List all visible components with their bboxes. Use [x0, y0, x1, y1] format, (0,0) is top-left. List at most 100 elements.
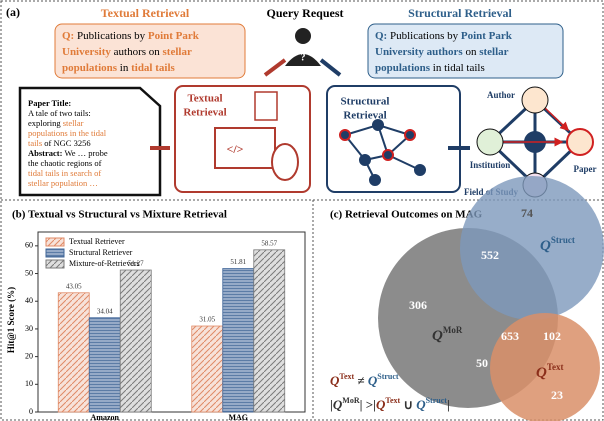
data-label: 51.27: [128, 260, 144, 268]
bar: [88, 317, 121, 413]
plot-area: [37, 231, 306, 413]
panel-title: (c) Retrieval Outcomes on MAG: [330, 209, 483, 221]
legend-swatch: [45, 259, 65, 269]
formula-part: Q: [368, 373, 378, 388]
legend-label: Textual Retriever: [69, 237, 125, 246]
text-span: Publications by: [74, 30, 148, 42]
text-span: on: [463, 46, 480, 58]
text-line: University authors on stellar: [62, 46, 192, 58]
set-label: QText: [536, 362, 564, 381]
heading: Textual Retrieval: [101, 6, 190, 20]
text-line: Q: Publications by Point Park: [375, 30, 513, 42]
text-line: tidal tails in search of: [28, 168, 101, 178]
box-label: Retrieval: [343, 110, 386, 122]
db-icon: [271, 143, 299, 181]
structural-box: [326, 85, 461, 193]
set-struct: [460, 176, 604, 320]
text-span: University authors: [375, 46, 463, 58]
text-span: University: [62, 46, 111, 58]
sup: MoR: [443, 325, 463, 335]
text-line: University authors on stellar: [375, 46, 509, 58]
q: Q: [432, 328, 443, 344]
user-icon: ?: [285, 28, 321, 66]
bar: [191, 325, 224, 413]
formula: |QMoR| >|QText ∪ QStruct|: [330, 396, 450, 412]
data-label: 43.05: [66, 282, 82, 290]
text-span: authors on: [111, 46, 163, 58]
arrow: [263, 58, 287, 77]
node-label: Institution: [470, 160, 511, 170]
q: Q: [540, 238, 551, 254]
data-label: 31.05: [199, 316, 215, 324]
formula-part: | >|: [360, 397, 376, 412]
text-line: exploring stellar: [28, 118, 84, 128]
text-span: tails: [28, 138, 42, 148]
formula-part: ≠: [354, 373, 368, 388]
text-line: populations in tidal tails: [62, 62, 176, 74]
text-span: stellar: [63, 118, 84, 128]
node-label: Author: [487, 90, 515, 100]
node-label: Paper: [574, 164, 597, 174]
data-label: 34.04: [97, 307, 113, 315]
formula-part: MoR: [342, 396, 360, 405]
document: [18, 86, 162, 197]
formula-part: Q: [416, 397, 426, 412]
text-span: tidal tails: [131, 62, 175, 74]
bar: [57, 292, 90, 413]
legend-swatch: [45, 248, 65, 258]
text-line: Paper Title:: [28, 98, 71, 108]
text-span: in: [117, 62, 131, 74]
formula-part: |: [330, 397, 333, 412]
box-label: Retrieval: [183, 107, 226, 119]
text-span: the chaotic regions of: [28, 158, 102, 168]
x-tick-label: MAG: [228, 413, 248, 421]
bar: [119, 269, 152, 413]
text-span: exploring: [28, 118, 63, 128]
text-span: Q:: [375, 30, 387, 42]
legend-label: Mixture-of-Retrievers: [69, 259, 140, 268]
region-count: 306: [409, 298, 427, 312]
text-span: populations: [62, 62, 118, 74]
region-count: 23: [551, 388, 563, 402]
formula-part: Struct: [377, 372, 399, 381]
data-label: 51.81: [230, 258, 246, 266]
y-tick-label: 40: [25, 296, 33, 305]
text-line: stellar population …: [28, 178, 98, 188]
query-box: [367, 23, 564, 79]
chart-title: (b) Textual vs Structural vs Mixture Ret…: [12, 209, 227, 221]
y-tick-label: 20: [25, 351, 33, 360]
box-label: Structural: [341, 96, 390, 108]
legend-swatch: [45, 237, 65, 247]
text-line: A tale of two tails:: [28, 108, 91, 118]
formula-part: Q: [330, 373, 340, 388]
y-tick-label: 10: [25, 379, 33, 388]
text-span: :: [68, 98, 71, 108]
graph-icon: [339, 119, 426, 186]
arrow: [319, 58, 342, 77]
data-label: 58.57: [261, 239, 277, 247]
heading: Structural Retrieval: [408, 6, 512, 20]
y-axis-label: Hit@1 Score (%): [6, 287, 16, 353]
set-text: [490, 313, 600, 421]
region-count: 74: [521, 206, 533, 220]
text-line: tails of NGC 3256: [28, 138, 91, 148]
text-span: populations in the tidal: [28, 128, 107, 138]
formula-part: Struct: [426, 396, 448, 405]
region-count: 50: [476, 356, 488, 370]
text-line: populations in tidal tails: [375, 62, 485, 74]
y-tick-label: 60: [25, 241, 33, 250]
region-count: 653: [501, 329, 519, 343]
text-span: We … probe: [62, 148, 107, 158]
formula-part: Q: [376, 397, 386, 412]
code-icon: </>: [226, 142, 243, 156]
text-span: stellar: [479, 46, 508, 58]
formula-part: |: [447, 397, 450, 412]
bar: [253, 249, 286, 413]
formula-part: ∪: [400, 397, 416, 412]
sup: Struct: [551, 235, 575, 245]
text-span: stellar population …: [28, 178, 98, 188]
text-line: Abstract: We … probe: [28, 148, 108, 158]
q: Q: [536, 365, 547, 381]
heading: Query Request: [267, 6, 344, 20]
